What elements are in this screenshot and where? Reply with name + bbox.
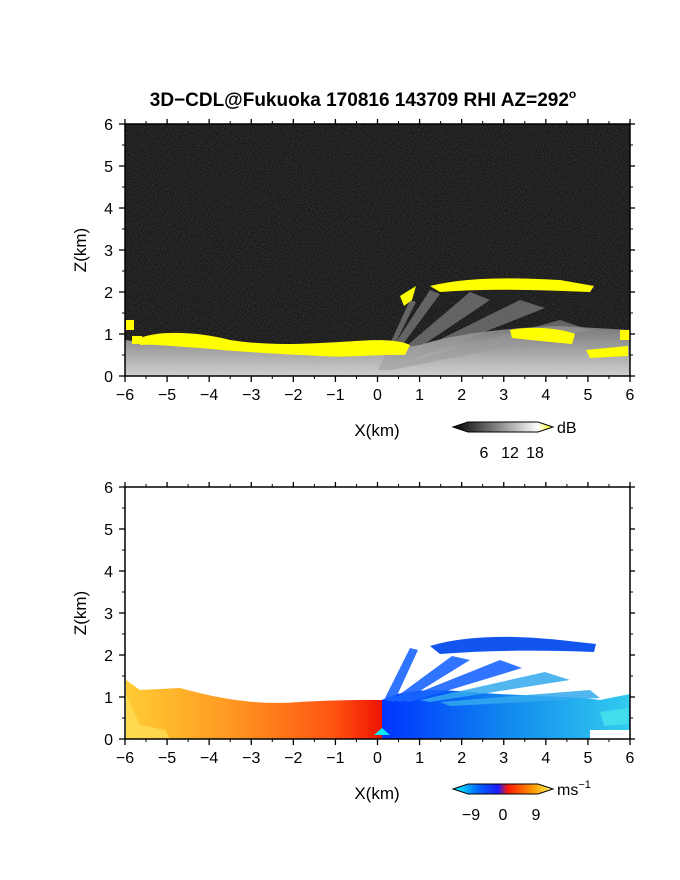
reflectivity-colorbar: dB 6 12 18 bbox=[451, 420, 577, 462]
colorbar-unit: ms−1 bbox=[557, 779, 591, 799]
velocity-colorbar: ms−1 −9 0 9 bbox=[451, 779, 591, 824]
x-tick-label: 2 bbox=[457, 750, 466, 767]
x-tick-label: −3 bbox=[242, 750, 260, 767]
x-tick-label: −3 bbox=[242, 387, 260, 404]
velocity-panel: −6 −5 −4 −3 −2 −1 0 1 2 3 4 5 6 0 1 2 3 4 5 6 X(km) Z(km) m… bbox=[71, 480, 635, 824]
x-tick-label: 4 bbox=[541, 387, 550, 404]
x-tick-label: 6 bbox=[626, 750, 635, 767]
x-axis-label: X(km) bbox=[354, 784, 399, 803]
y-axis-label: Z(km) bbox=[71, 591, 90, 635]
y-tick-label: 3 bbox=[104, 243, 113, 260]
colorbar-tick: 9 bbox=[532, 807, 541, 824]
velocity-image bbox=[125, 487, 630, 739]
y-tick-label: 2 bbox=[104, 285, 113, 302]
colorbar-tick: 12 bbox=[501, 445, 519, 462]
x-tick-label: −2 bbox=[284, 750, 302, 767]
colorbar-tick: 18 bbox=[526, 445, 544, 462]
y-tick-label: 5 bbox=[104, 159, 113, 176]
x-tick-label: −2 bbox=[284, 387, 302, 404]
x-tick-label: −1 bbox=[326, 750, 344, 767]
x-tick-label: 2 bbox=[457, 387, 466, 404]
x-axis-label: X(km) bbox=[354, 421, 399, 440]
chart-title: 3D−CDL@Fukuoka 170816 143709 RHI AZ=292o bbox=[150, 87, 577, 111]
reflectivity-image bbox=[125, 124, 630, 376]
x-tick-label: −1 bbox=[326, 387, 344, 404]
y-tick-label: 0 bbox=[104, 732, 113, 749]
y-tick-label: 1 bbox=[104, 690, 113, 707]
y-tick-label: 2 bbox=[104, 648, 113, 665]
velocity-axes: −6 −5 −4 −3 −2 −1 0 1 2 3 4 5 6 0 1 2 3 4 5 6 bbox=[104, 480, 635, 767]
x-tick-label: −6 bbox=[116, 750, 134, 767]
colorbar-tick: −9 bbox=[462, 807, 480, 824]
x-tick-label: −6 bbox=[116, 387, 134, 404]
colorbar-tick: 6 bbox=[480, 445, 489, 462]
x-tick-label: −4 bbox=[200, 750, 218, 767]
y-tick-label: 6 bbox=[104, 480, 113, 497]
y-tick-label: 3 bbox=[104, 606, 113, 623]
reflectivity-axes: −6 −5 −4 −3 −2 −1 0 1 2 3 4 5 6 0 1 2 3 4 5 6 bbox=[104, 117, 635, 404]
x-tick-label: 1 bbox=[415, 387, 424, 404]
x-tick-label: 0 bbox=[373, 387, 382, 404]
colorbar-tick: 0 bbox=[499, 807, 508, 824]
x-tick-label: 1 bbox=[415, 750, 424, 767]
y-tick-label: 0 bbox=[104, 369, 113, 386]
x-tick-label: −5 bbox=[158, 750, 176, 767]
y-tick-label: 5 bbox=[104, 522, 113, 539]
x-tick-label: −5 bbox=[158, 387, 176, 404]
y-tick-label: 4 bbox=[104, 201, 113, 218]
y-tick-label: 1 bbox=[104, 327, 113, 344]
x-tick-label: 5 bbox=[583, 387, 592, 404]
x-tick-label: 6 bbox=[626, 387, 635, 404]
y-axis-label: Z(km) bbox=[71, 228, 90, 272]
x-tick-label: 3 bbox=[499, 387, 508, 404]
y-tick-label: 4 bbox=[104, 564, 113, 581]
y-tick-label: 6 bbox=[104, 117, 113, 134]
colorbar-unit: dB bbox=[557, 420, 577, 437]
x-tick-label: 3 bbox=[499, 750, 508, 767]
x-tick-label: 4 bbox=[541, 750, 550, 767]
x-tick-label: 0 bbox=[373, 750, 382, 767]
x-tick-label: −4 bbox=[200, 387, 218, 404]
x-tick-label: 5 bbox=[583, 750, 592, 767]
